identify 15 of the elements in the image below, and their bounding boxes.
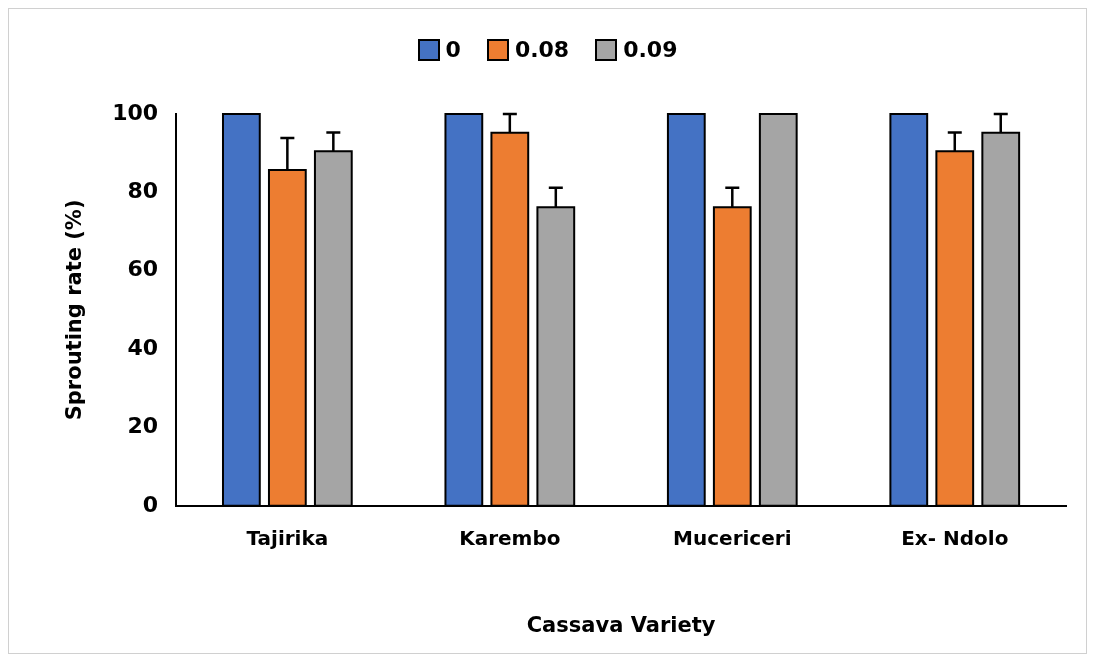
legend-label: 0.08 (514, 37, 570, 62)
x-tick-label: Tajirika (246, 526, 329, 550)
legend-label: 0.09 (623, 37, 678, 62)
x-tick-label: Ex- Ndolo (901, 526, 1009, 550)
x-tick-label: Mucericeri (673, 526, 792, 550)
x-axis-title: Cassava Variety (526, 612, 716, 637)
y-tick-label: 0 (142, 491, 159, 517)
y-tick-label: 40 (127, 334, 159, 360)
y-tick-label: 80 (127, 178, 159, 204)
y-tick-label: 20 (127, 413, 159, 439)
y-tick-label: 60 (127, 256, 159, 282)
y-axis-title: Sprouting rate (%) (62, 199, 87, 421)
legend-label: 0 (445, 37, 461, 62)
x-tick-label: Karembo (459, 526, 561, 550)
y-tick-label: 100 (112, 99, 159, 125)
